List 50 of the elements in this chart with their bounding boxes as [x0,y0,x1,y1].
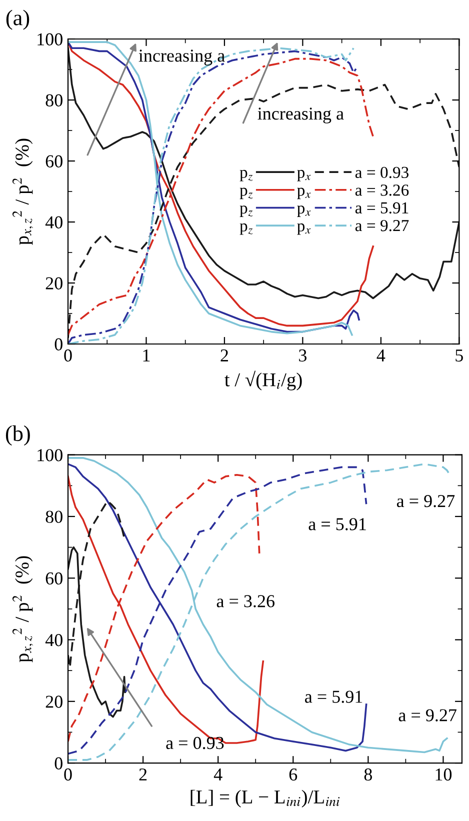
legend-label: p$_{z}$ [240,206,253,217]
x-axis-title: [L] = (L − L$_{ini}$)/L$_{ini}$ [190,790,340,808]
annotation: a = 9.27 [398,709,456,722]
legend-label: p$_{z}$ [240,170,253,182]
y-tick-label: 20 [46,696,62,708]
x-tick-label: 2 [220,349,228,362]
x-tick-label: 0 [64,768,72,781]
chart-title: (b) [6,425,30,446]
annotation: a = 5.91 [355,202,408,214]
y-tick-label: 80 [46,94,62,106]
annotation: a = 9.27 [355,220,409,232]
y-tick-label: 60 [46,155,62,168]
y-axis-title: p$_{x,z}$$^{2}$ / p$^{2}$ (%) [12,138,34,245]
legend-label: p$_{x}$ [297,170,311,182]
y-tick-label: 0 [54,757,62,770]
y-tick-label: 100 [38,33,62,46]
x-tick-label: 1 [143,349,150,362]
x-tick-label: 2 [139,768,147,780]
y-tick-label: 100 [38,449,62,462]
y-tick-label: 20 [46,277,62,290]
x-tick-label: 0 [64,349,72,362]
x-tick-label: 3 [299,349,306,362]
annotation: a = 3.26 [216,595,274,608]
annotation: a = 0.93 [355,166,408,178]
chart-title: (a) [6,10,30,30]
annotation: a = 9.27 [396,494,455,508]
legend-label: p$_{x}$ [297,188,311,200]
x-tick-label: 8 [364,768,372,781]
y-axis-title: p$_{x,z}$$^{2}$ / p$^{2}$ (%) [12,556,34,662]
legend-label: p$_{z}$ [240,188,253,200]
x-tick-label: 5 [456,350,463,362]
y-tick-label: 60 [46,572,62,585]
x-tick-label: 10 [436,768,452,781]
x-tick-label: 4 [214,768,222,780]
annotation: a = 5.91 [305,690,362,703]
y-tick-label: 0 [54,338,62,350]
annotation: increasing a [258,108,344,124]
annotation: a = 0.93 [166,736,224,750]
annotation: a = 3.26 [355,184,409,196]
legend-label: p$_{x}$ [297,206,311,217]
annotation: increasing a [138,50,225,66]
annotation: a = 5.91 [308,518,366,530]
x-tick-label: 4 [376,350,386,362]
legend-label: p$_{x}$ [297,223,311,235]
x-axis-title: t / √(H$_{i}$/g) [224,370,302,390]
y-tick-label: 80 [46,510,62,523]
legend-label: p$_{z}$ [240,223,253,235]
x-tick-label: 6 [289,768,298,781]
y-tick-label: 40 [45,634,62,646]
y-tick-label: 40 [45,216,62,228]
